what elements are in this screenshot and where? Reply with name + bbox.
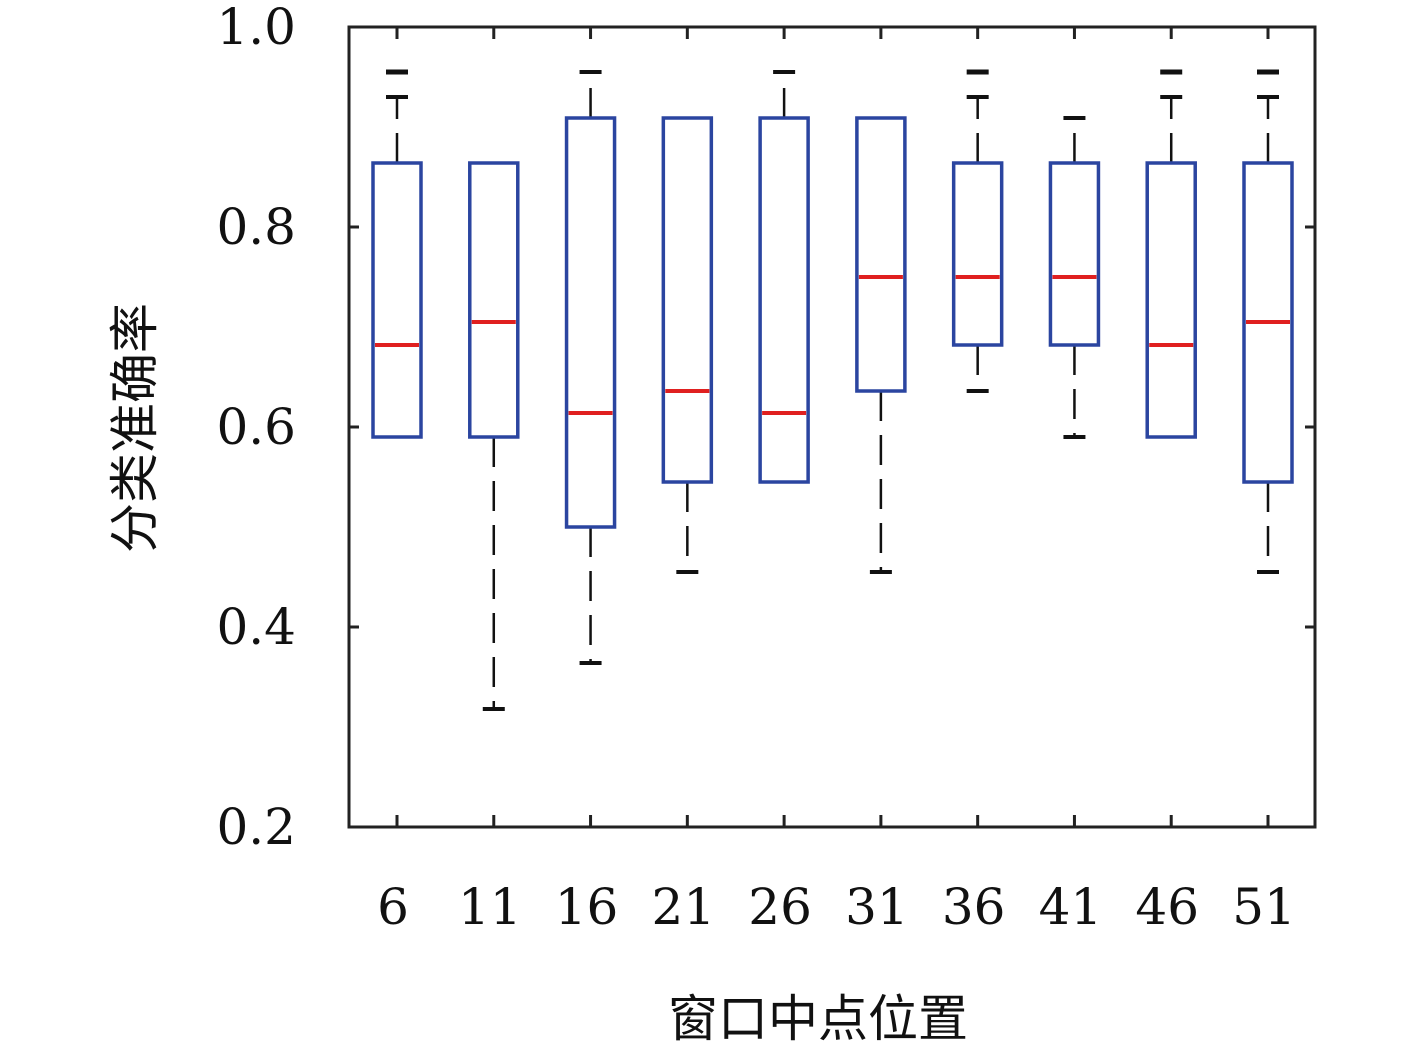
boxes-layer <box>371 69 1294 711</box>
box-11 <box>468 161 520 711</box>
iqr-box <box>758 116 810 484</box>
iqr-box <box>951 161 1004 347</box>
box-51 <box>1242 69 1294 574</box>
x-tick-label: 6 <box>377 878 409 936</box>
box-46 <box>1145 69 1197 439</box>
iqr-box <box>564 116 617 529</box>
y-tick-label: 0.2 <box>216 798 296 856</box>
x-tick-label: 46 <box>1135 878 1199 936</box>
box-21 <box>661 116 714 574</box>
iqr-box <box>1048 161 1101 347</box>
y-tick-label: 0.4 <box>216 598 296 656</box>
iqr-box <box>371 161 423 439</box>
box-26 <box>758 70 810 484</box>
iqr-box <box>1242 161 1294 484</box>
y-axis-label: 分类准确率 <box>106 303 164 553</box>
box-6 <box>371 69 423 439</box>
x-tick-label: 41 <box>1039 878 1103 936</box>
box-41 <box>1048 116 1101 439</box>
x-tick-label: 36 <box>942 878 1006 936</box>
box-16 <box>564 70 617 665</box>
iqr-box <box>855 116 907 393</box>
ticks-layer <box>349 25 1315 829</box>
x-tick-label: 16 <box>555 878 619 936</box>
x-tick-label: 31 <box>845 878 909 936</box>
labels-layer: 0.2 0.4 0.6 0.8 1.0 6 11 16 21 26 31 36 41 46 51 <box>216 0 1295 936</box>
y-tick-label: 1.0 <box>216 0 296 56</box>
iqr-box <box>661 116 714 484</box>
box-31 <box>855 116 907 574</box>
iqr-box <box>468 161 520 439</box>
iqr-box <box>1145 161 1197 439</box>
y-tick-label: 0.6 <box>216 398 296 456</box>
x-tick-label: 11 <box>458 878 522 936</box>
x-tick-label: 26 <box>748 878 812 936</box>
x-tick-label: 21 <box>652 878 716 936</box>
box-36 <box>951 69 1004 393</box>
x-tick-label: 51 <box>1232 878 1296 936</box>
x-axis-label: 窗口中点位置 <box>668 990 968 1048</box>
y-tick-label: 0.8 <box>216 198 296 256</box>
